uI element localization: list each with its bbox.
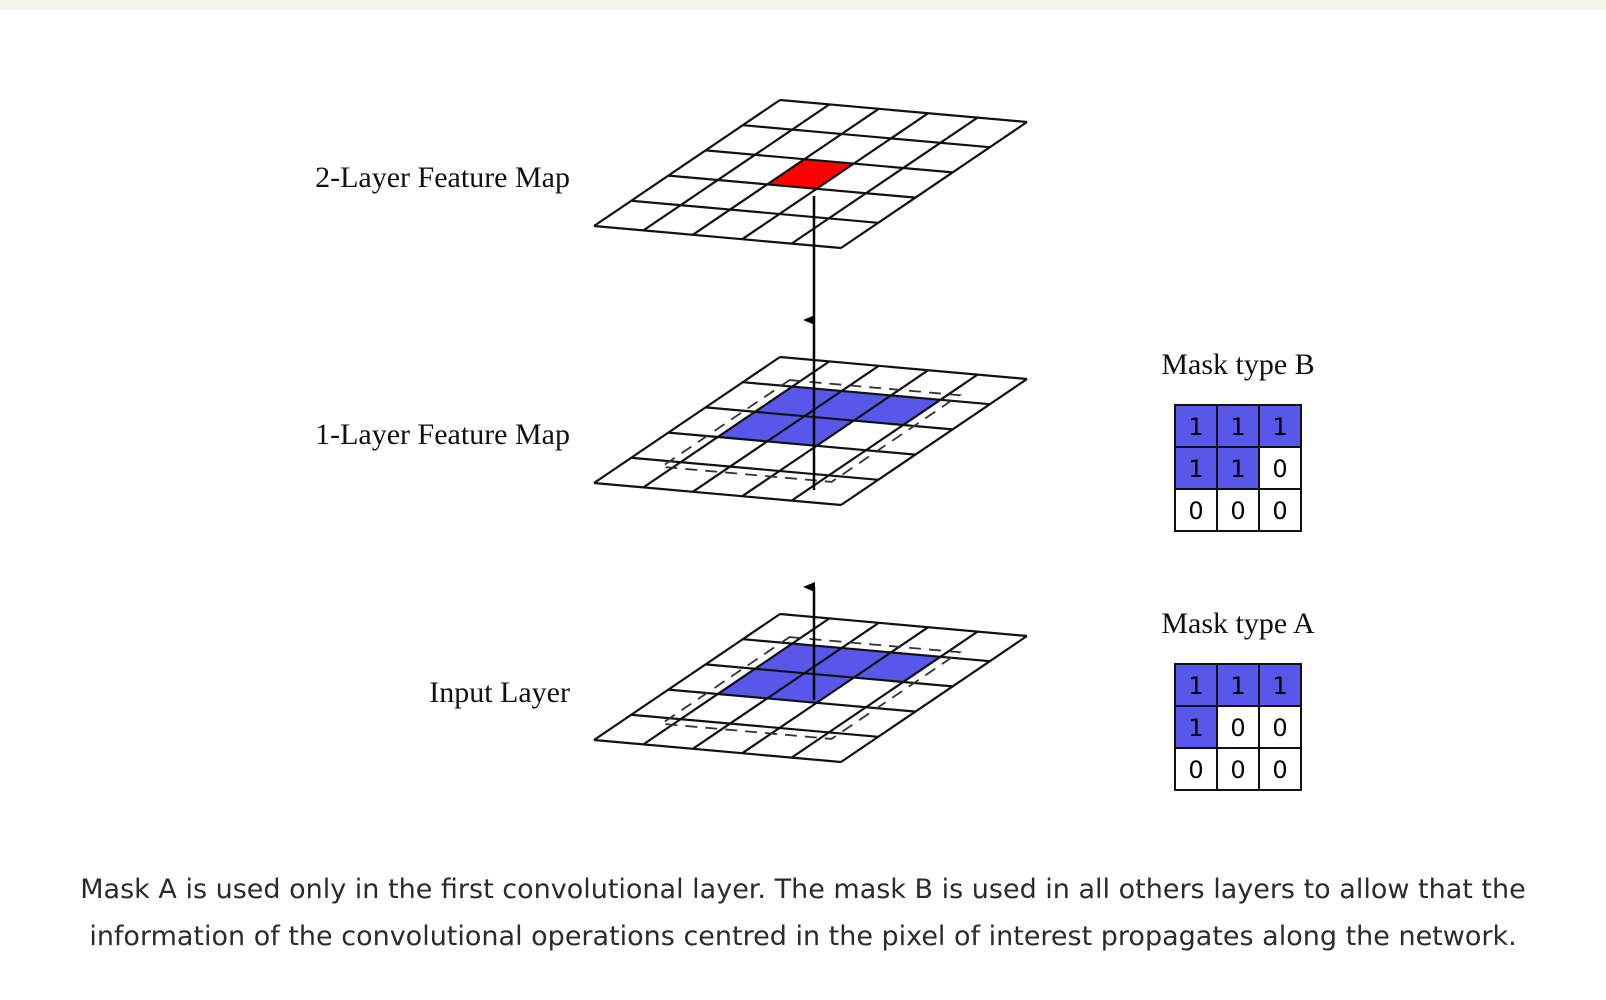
grid-column-line bbox=[692, 621, 880, 750]
input-layer-label: Input Layer bbox=[429, 676, 570, 709]
masked-cell bbox=[717, 411, 805, 442]
mask-cell-value: 1 bbox=[1230, 413, 1245, 441]
input-layer-grid bbox=[593, 612, 1028, 764]
mask-cell-value: 1 bbox=[1188, 455, 1203, 483]
mask-cell-value: 1 bbox=[1272, 672, 1287, 700]
grid-column-line bbox=[790, 116, 979, 245]
layer-1-label: 1-Layer Feature Map bbox=[315, 418, 570, 451]
mask-cell-value: 0 bbox=[1188, 756, 1203, 784]
grid-row-line bbox=[705, 663, 953, 688]
mask-cell bbox=[1258, 747, 1302, 791]
mask-cell-value: 0 bbox=[1272, 497, 1287, 525]
grid-column-line bbox=[741, 369, 929, 498]
grid-column-line bbox=[741, 626, 929, 755]
masked-convolution-diagram: 2-Layer Feature Map 1-Layer Feature Map … bbox=[315, 98, 1315, 791]
grid-row-line bbox=[779, 98, 1028, 124]
mask-cell-value: 0 bbox=[1230, 756, 1245, 784]
mask-cell bbox=[1216, 488, 1260, 532]
grid-row-line bbox=[631, 456, 879, 481]
mask-type-a-title: Mask type A bbox=[1161, 607, 1315, 640]
grid-row-line bbox=[668, 174, 916, 199]
masked-cell bbox=[767, 416, 854, 446]
grid-row-line bbox=[593, 738, 842, 764]
grid-column-line bbox=[593, 356, 781, 484]
mask-cell bbox=[1216, 747, 1260, 791]
masked-cell bbox=[755, 386, 842, 417]
mask-type-b-title: Mask type B bbox=[1161, 348, 1314, 381]
mask-cell-value: 0 bbox=[1230, 497, 1245, 525]
grid-row-line bbox=[593, 481, 842, 507]
receptive-field-outline bbox=[658, 636, 963, 740]
grid-row-line bbox=[705, 149, 953, 174]
grid-row-line bbox=[593, 224, 842, 250]
mask-cell-value: 1 bbox=[1188, 672, 1203, 700]
grid-row-line bbox=[668, 431, 916, 456]
masked-cell bbox=[804, 391, 891, 421]
mask-cell-value: 1 bbox=[1230, 672, 1245, 700]
center-pixel-cell bbox=[767, 159, 854, 189]
mask-cell bbox=[1174, 747, 1218, 791]
mask-cell bbox=[1174, 488, 1218, 532]
mask-cell-value: 0 bbox=[1272, 714, 1287, 742]
mask-cell bbox=[1258, 663, 1302, 707]
mask-cell-value: 1 bbox=[1272, 413, 1287, 441]
grid-column-line bbox=[741, 112, 929, 241]
masked-cell bbox=[853, 652, 941, 682]
grid-column-line bbox=[692, 364, 880, 493]
grid-row-line bbox=[779, 355, 1028, 381]
layer-1-feature-map-grid bbox=[593, 355, 1028, 507]
grid-column-line bbox=[642, 617, 831, 746]
grid-row-line bbox=[631, 199, 879, 224]
grid-column-line bbox=[840, 378, 1028, 506]
masked-cell bbox=[804, 648, 891, 678]
grid-row-line bbox=[631, 713, 879, 738]
figure-area: 2-Layer Feature Map 1-Layer Feature Map … bbox=[0, 10, 1606, 858]
grid-row-line bbox=[779, 612, 1028, 638]
caption-line-1: Mask A is used only in the first convolu… bbox=[80, 874, 1526, 905]
grid-column-line bbox=[840, 121, 1028, 249]
mask-cell bbox=[1258, 705, 1302, 749]
masked-cell bbox=[755, 643, 842, 674]
grid-column-line bbox=[840, 635, 1028, 763]
mask-cell-value: 1 bbox=[1188, 714, 1203, 742]
layer-2-label: 2-Layer Feature Map bbox=[315, 161, 570, 194]
grid-column-line bbox=[642, 103, 831, 232]
mask-cell-value: 0 bbox=[1188, 497, 1203, 525]
grid-column-line bbox=[642, 360, 831, 489]
masked-cell bbox=[717, 668, 805, 699]
top-band bbox=[0, 0, 1606, 10]
grid-column-line bbox=[593, 613, 781, 741]
grid-column-line bbox=[593, 99, 781, 227]
grid-column-line bbox=[790, 373, 979, 502]
grid-column-line bbox=[692, 107, 880, 236]
grid-row-line bbox=[742, 638, 990, 663]
masked-cell bbox=[767, 673, 854, 703]
grid-row-line bbox=[668, 688, 916, 713]
layer-2-feature-map-grid bbox=[593, 98, 1028, 250]
mask-cell bbox=[1174, 663, 1218, 707]
mask-cell-value: 1 bbox=[1230, 455, 1245, 483]
mask-cell-value: 1 bbox=[1188, 413, 1203, 441]
mask-cell bbox=[1258, 488, 1302, 532]
grid-row-line bbox=[705, 406, 953, 431]
masked-cell bbox=[853, 395, 941, 425]
figure-caption: Mask A is used only in the first convolu… bbox=[0, 866, 1606, 960]
mask-cell-value: 0 bbox=[1230, 714, 1245, 742]
receptive-field-outline bbox=[658, 379, 963, 483]
mask-type-b: Mask type B 1 1 11 1 00 0 0 bbox=[1161, 348, 1315, 532]
grid-row-line bbox=[742, 381, 990, 406]
mask-cell-value: 0 bbox=[1272, 756, 1287, 784]
grid-row-line bbox=[742, 124, 990, 149]
mask-cell-value: 0 bbox=[1272, 455, 1287, 483]
grid-column-line bbox=[790, 630, 979, 759]
caption-line-2: information of the convolutional operati… bbox=[89, 921, 1517, 952]
mask-type-a: Mask type A 1 1 11 0 00 0 0 bbox=[1161, 607, 1315, 791]
